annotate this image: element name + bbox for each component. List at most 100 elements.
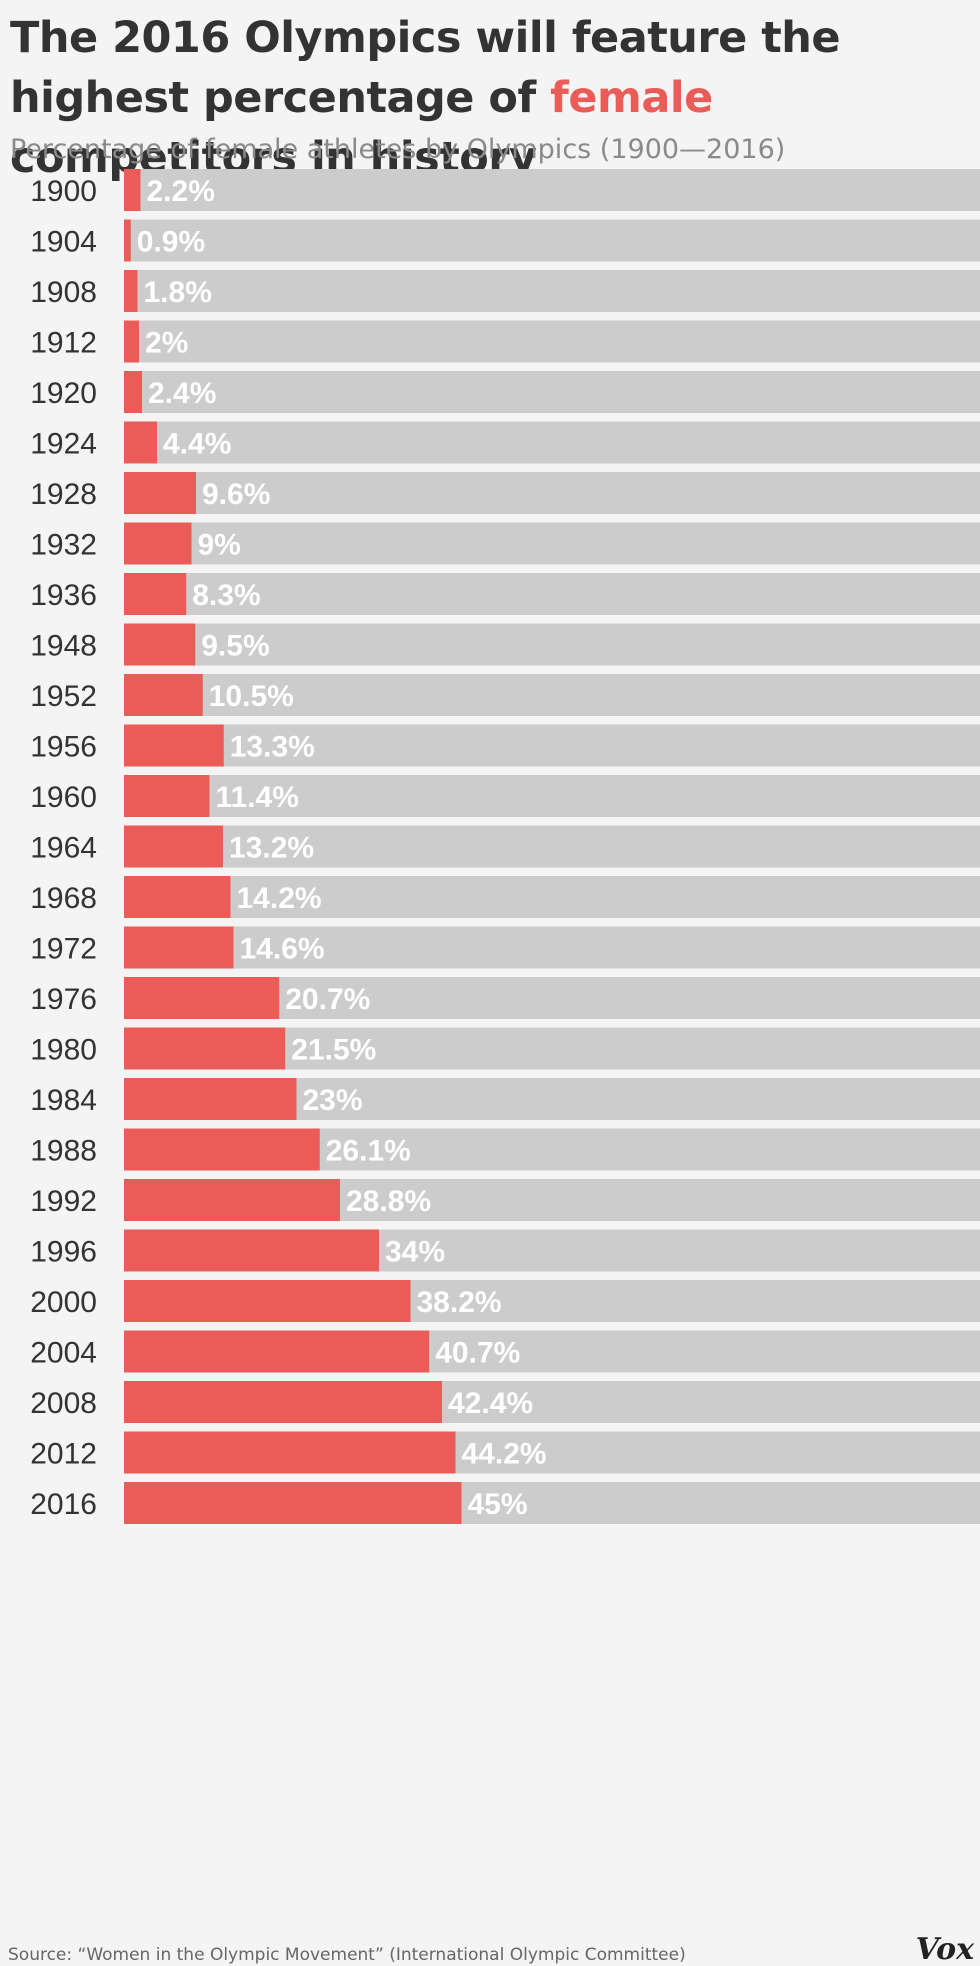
bar-2016 [124, 1482, 462, 1524]
bar-1936 [124, 573, 187, 615]
year-label-1968: 1968 [30, 882, 97, 915]
value-label-1928: 9.6% [202, 478, 270, 511]
bar-track-1904 [124, 219, 980, 262]
value-label-1920: 2.4% [148, 377, 216, 410]
value-label-1996: 34% [385, 1236, 445, 1269]
bar-track-1952 [124, 674, 980, 716]
bar-track-1912 [124, 320, 980, 363]
value-label-1956: 13.3% [230, 731, 315, 764]
value-label-2000: 38.2% [417, 1286, 502, 1319]
bar-1904 [124, 219, 131, 262]
year-label-1992: 1992 [30, 1185, 97, 1218]
value-label-1972: 14.6% [240, 933, 325, 966]
bar-1968 [124, 876, 231, 918]
year-label-1988: 1988 [30, 1135, 97, 1168]
year-label-1972: 1972 [30, 933, 97, 966]
bar-track-1900 [124, 169, 980, 211]
bar-track-1924 [124, 421, 980, 464]
bar-1948 [124, 623, 196, 666]
value-label-1908: 1.8% [144, 276, 212, 309]
year-label-1928: 1928 [30, 478, 97, 511]
year-label-1980: 1980 [30, 1034, 97, 1067]
bar-1912 [124, 320, 139, 363]
year-label-1996: 1996 [30, 1236, 97, 1269]
year-label-1908: 1908 [30, 276, 97, 309]
bar-2012 [124, 1431, 456, 1474]
value-label-1932: 9% [198, 529, 241, 562]
year-label-2008: 2008 [30, 1387, 97, 1420]
year-label-2012: 2012 [30, 1438, 97, 1471]
title-accent-word: female [550, 73, 713, 123]
bar-1908 [124, 270, 138, 312]
year-label-1948: 1948 [30, 630, 97, 663]
year-label-1976: 1976 [30, 983, 97, 1016]
chart-title: The 2016 Olympics will feature the highe… [10, 8, 970, 188]
bar-1960 [124, 775, 210, 817]
bar-1956 [124, 724, 224, 767]
bar-track-1928 [124, 472, 980, 514]
title-text-start: The 2016 Olympics will feature the highe… [10, 13, 841, 123]
value-label-1904: 0.9% [137, 226, 205, 259]
value-label-1992: 28.8% [346, 1185, 431, 1218]
bar-track-1972 [124, 926, 980, 969]
bar-2004 [124, 1330, 430, 1373]
bar-track-1932 [124, 522, 980, 565]
bar-1988 [124, 1128, 320, 1171]
year-label-1952: 1952 [30, 680, 97, 713]
value-label-1960: 11.4% [216, 781, 299, 814]
bar-1984 [124, 1078, 297, 1120]
bar-1972 [124, 926, 234, 969]
bar-1900 [124, 169, 141, 211]
value-label-1988: 26.1% [326, 1135, 411, 1168]
value-label-1912: 2% [145, 327, 188, 360]
value-label-1924: 4.4% [163, 428, 231, 461]
year-label-2016: 2016 [30, 1488, 97, 1521]
year-label-1984: 1984 [30, 1084, 97, 1117]
bar-track-1956 [124, 724, 980, 767]
value-label-2004: 40.7% [435, 1337, 520, 1370]
value-label-1984: 23% [303, 1084, 363, 1117]
bar-1924 [124, 421, 157, 464]
year-label-1904: 1904 [30, 226, 97, 259]
year-label-1964: 1964 [30, 832, 97, 865]
bar-1952 [124, 674, 203, 716]
vox-logo: Vox [915, 1932, 974, 1966]
value-label-1980: 21.5% [291, 1034, 376, 1067]
bar-track-1908 [124, 270, 980, 312]
year-label-1960: 1960 [30, 781, 97, 814]
bar-1980 [124, 1027, 286, 1070]
bar-track-1968 [124, 876, 980, 918]
bar-track-1960 [124, 775, 980, 817]
bar-1992 [124, 1179, 340, 1221]
bar-1932 [124, 522, 192, 565]
bar-track-1948 [124, 623, 980, 666]
year-label-1936: 1936 [30, 579, 97, 612]
bar-track-1920 [124, 371, 980, 413]
year-label-1912: 1912 [30, 327, 97, 360]
value-label-1948: 9.5% [201, 630, 269, 663]
value-label-1900: 2.2% [147, 175, 215, 208]
year-label-1932: 1932 [30, 529, 97, 562]
value-label-2016: 45% [468, 1488, 528, 1521]
year-label-2000: 2000 [30, 1286, 97, 1319]
value-label-1936: 8.3% [192, 579, 260, 612]
bar-2008 [124, 1381, 442, 1423]
bar-1928 [124, 472, 196, 514]
bar-track-1964 [124, 825, 980, 868]
year-label-1920: 1920 [30, 377, 97, 410]
year-label-1924: 1924 [30, 428, 97, 461]
value-label-1952: 10.5% [209, 680, 294, 713]
bar-1976 [124, 977, 280, 1019]
bar-1964 [124, 825, 223, 868]
year-label-1956: 1956 [30, 731, 97, 764]
bar-track-1936 [124, 573, 980, 615]
value-label-1976: 20.7% [285, 983, 370, 1016]
value-label-1968: 14.2% [237, 882, 322, 915]
bar-1920 [124, 371, 142, 413]
value-label-2012: 44.2% [462, 1438, 547, 1471]
chart-subtitle: Percentage of female athletes by Olympic… [10, 134, 786, 165]
bar-1996 [124, 1229, 379, 1272]
value-label-2008: 42.4% [448, 1387, 533, 1420]
